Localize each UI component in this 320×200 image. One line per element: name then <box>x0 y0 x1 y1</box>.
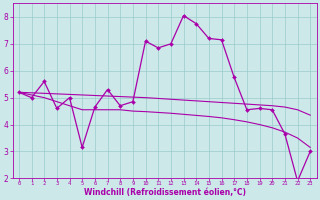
X-axis label: Windchill (Refroidissement éolien,°C): Windchill (Refroidissement éolien,°C) <box>84 188 245 197</box>
